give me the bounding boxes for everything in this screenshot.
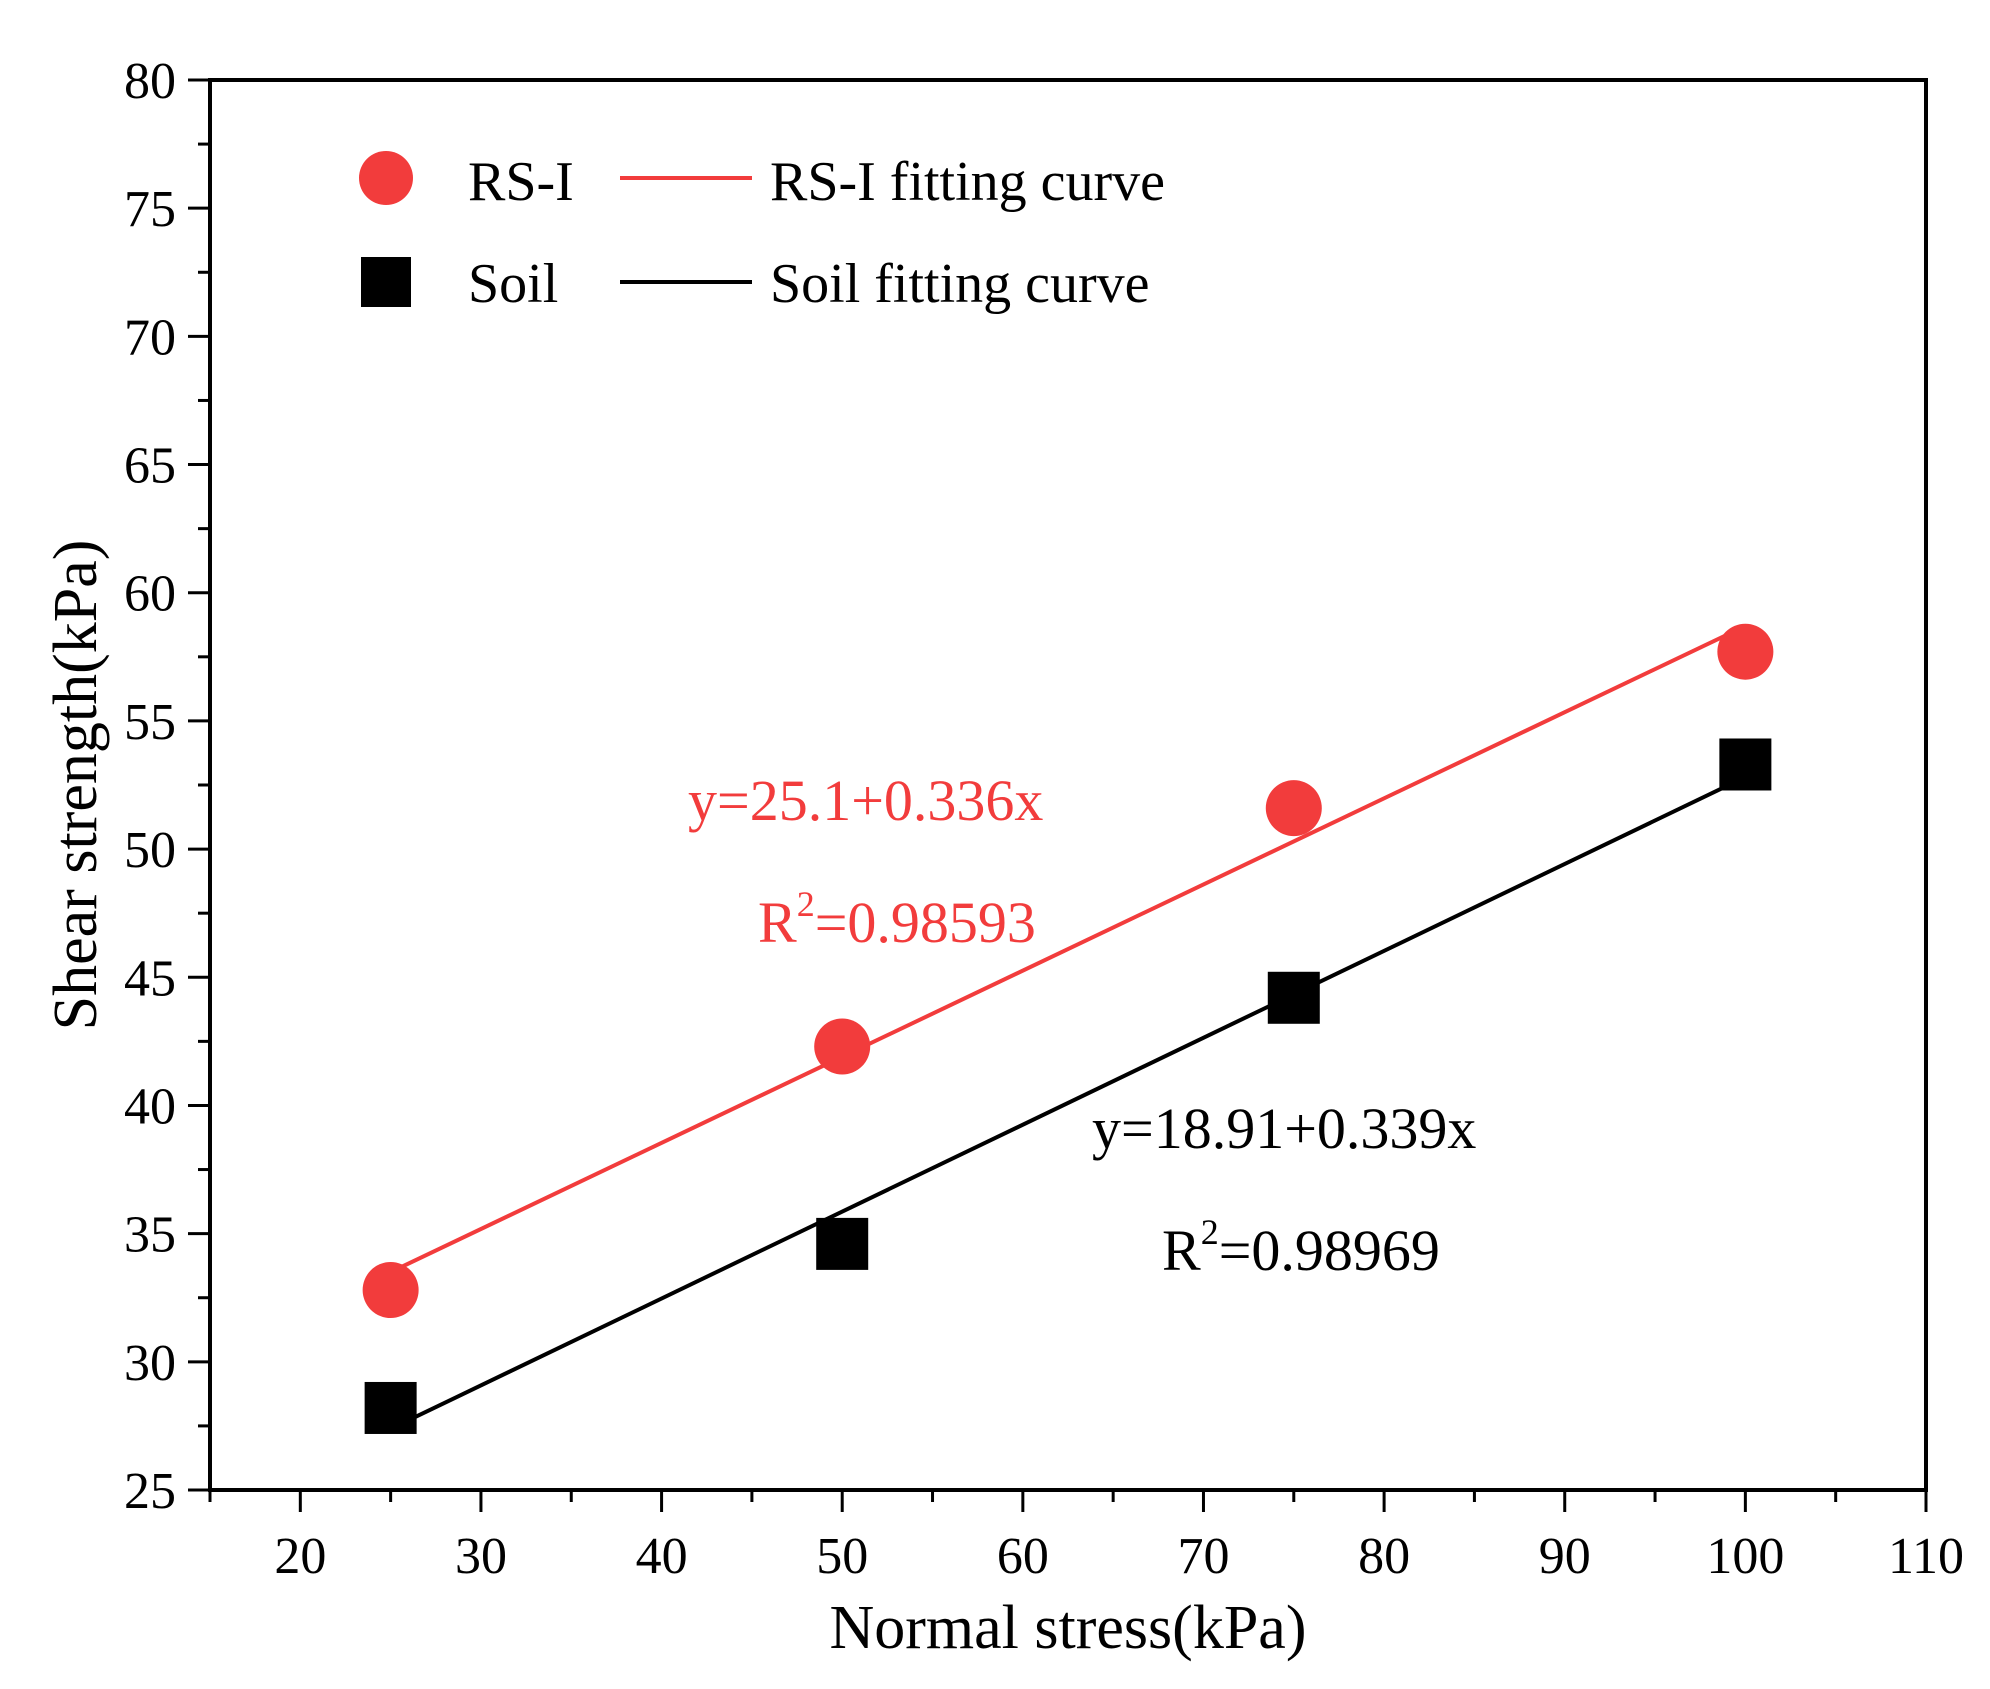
x-tick-label: 50 bbox=[816, 1528, 868, 1585]
legend-soil-marker bbox=[361, 257, 411, 307]
x-tick-label: 40 bbox=[636, 1528, 688, 1585]
rsi-r-squared: R2=0.98593 bbox=[758, 884, 1036, 955]
soil-data-point bbox=[1267, 971, 1320, 1024]
rsi-equation: y=25.1+0.336x bbox=[688, 768, 1043, 833]
x-tick-label: 80 bbox=[1358, 1528, 1410, 1585]
legend-rsi-fit-label: RS-I fitting curve bbox=[770, 151, 1165, 213]
y-axis-ticks: 25 30 35 40 45 50 55 60 65 70 75 80 bbox=[124, 53, 210, 1520]
soil-r-symbol: R bbox=[1162, 1218, 1201, 1283]
rsi-annotation: y=25.1+0.336x R2=0.98593 bbox=[688, 768, 1043, 955]
y-tick-label: 35 bbox=[124, 1207, 176, 1264]
rsi-data-point bbox=[1265, 780, 1322, 837]
y-tick-label: 25 bbox=[124, 1463, 176, 1520]
plot-markers bbox=[362, 623, 1774, 1434]
legend: RS-I RS-I fitting curve Soil Soil fittin… bbox=[359, 151, 1165, 315]
rsi-r-symbol: R bbox=[758, 890, 797, 955]
plot-lines bbox=[389, 624, 1747, 1431]
rsi-fit-line bbox=[389, 624, 1747, 1274]
y-tick-label: 55 bbox=[124, 694, 176, 751]
rsi-data-point bbox=[362, 1262, 419, 1319]
y-tick-label: 50 bbox=[124, 822, 176, 879]
y-tick-label: 40 bbox=[124, 1078, 176, 1135]
x-tick-label: 60 bbox=[997, 1528, 1049, 1585]
x-axis-ticks: 20 30 40 50 60 70 80 90 100 110 bbox=[208, 1490, 1964, 1585]
y-axis-title: Shear strength(kPa) bbox=[42, 540, 110, 1031]
y-tick-label: 45 bbox=[124, 950, 176, 1007]
rsi-data-point bbox=[1717, 623, 1774, 680]
soil-fit-line bbox=[389, 775, 1747, 1431]
x-tick-label: 30 bbox=[455, 1528, 507, 1585]
y-tick-label: 75 bbox=[124, 181, 176, 238]
x-tick-label: 110 bbox=[1888, 1528, 1964, 1585]
rsi-r-superscript: 2 bbox=[797, 884, 815, 924]
soil-r-value: =0.98969 bbox=[1219, 1218, 1440, 1283]
y-tick-label: 70 bbox=[124, 309, 176, 366]
soil-r-squared: R2=0.98969 bbox=[1162, 1212, 1440, 1283]
x-tick-label: 90 bbox=[1539, 1528, 1591, 1585]
x-tick-label: 100 bbox=[1706, 1528, 1784, 1585]
soil-annotation: y=18.91+0.339x R2=0.98969 bbox=[1092, 1096, 1476, 1283]
soil-data-point bbox=[364, 1381, 417, 1434]
y-tick-label: 60 bbox=[124, 566, 176, 623]
soil-data-point bbox=[816, 1217, 869, 1270]
legend-soil-label: Soil bbox=[468, 253, 558, 315]
y-tick-label: 65 bbox=[124, 438, 176, 495]
soil-r-superscript: 2 bbox=[1201, 1212, 1219, 1252]
soil-equation: y=18.91+0.339x bbox=[1092, 1096, 1476, 1161]
y-tick-label: 30 bbox=[124, 1335, 176, 1392]
legend-rsi-label: RS-I bbox=[468, 151, 574, 213]
x-tick-label: 20 bbox=[274, 1528, 326, 1585]
y-tick-label: 80 bbox=[124, 53, 176, 110]
x-axis-title: Normal stress(kPa) bbox=[830, 1594, 1307, 1662]
x-tick-label: 70 bbox=[1177, 1528, 1229, 1585]
legend-soil-fit-label: Soil fitting curve bbox=[770, 253, 1150, 315]
soil-data-point bbox=[1719, 738, 1772, 791]
legend-rsi-marker bbox=[359, 151, 413, 205]
rsi-r-value: =0.98593 bbox=[815, 890, 1036, 955]
rsi-data-point bbox=[814, 1018, 871, 1075]
